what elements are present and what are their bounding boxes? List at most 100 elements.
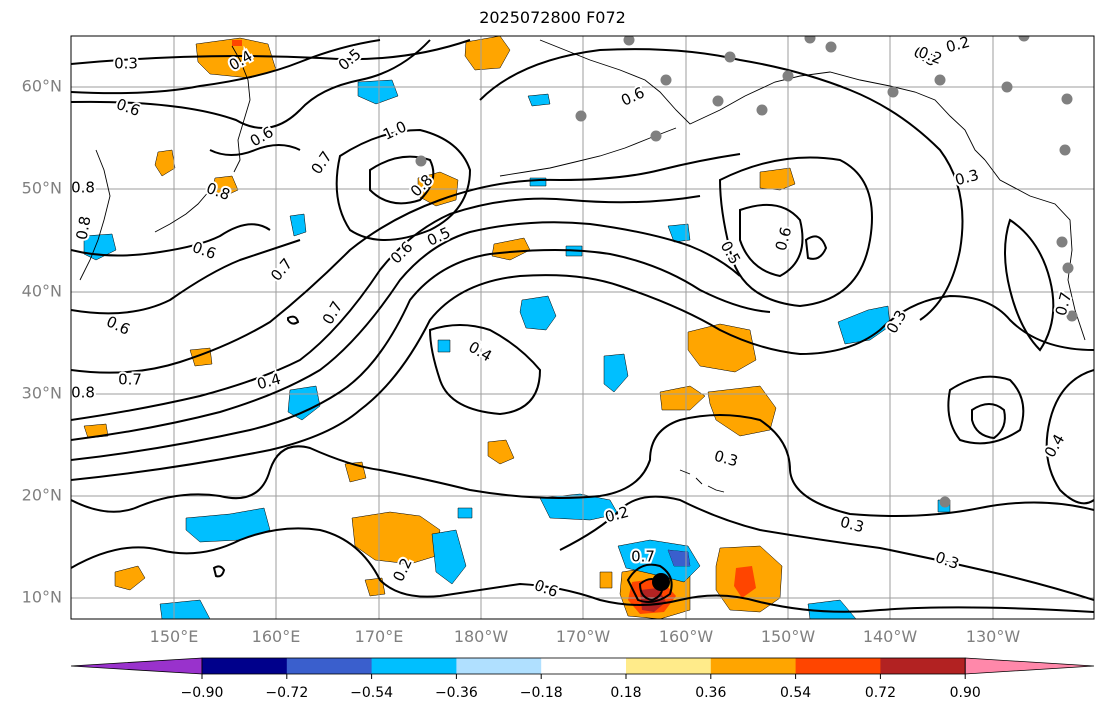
contour-label: 0.5 [424,223,453,249]
lat-tick-label: 60°N [22,77,62,96]
shade-orange-10 [659,385,706,411]
contour-line-12 [428,324,542,416]
contour-label: 0.3 [114,55,138,73]
contour-line-5 [71,223,271,257]
shade-blue-10 [603,353,629,393]
colorbar-segment [880,658,966,674]
station-dot [1001,81,1013,93]
colorbar-extend-high [964,657,1095,675]
graticule [71,36,1094,619]
station-dots [415,36,1078,508]
station-dot [724,51,736,63]
station-dot [1056,236,1068,248]
shade-red-2 [734,566,756,598]
contour-line-22 [1045,369,1094,505]
colorbar-tick-label: −0.36 [435,685,478,701]
coast-aleutians [499,127,677,177]
contour-line-3 [71,39,431,129]
colorbar-segment [456,658,542,674]
contour-label: 0.7 [307,148,335,178]
coast-hawaii [679,469,725,493]
shade-blue-5 [667,223,691,243]
station-dot [623,36,635,46]
contour-line-24 [559,495,1094,601]
contour-label: 0.7 [267,255,296,285]
shade-blue-13 [539,493,619,521]
shade-darkblue-2 [668,550,690,566]
colorbar-extend-low [70,657,203,675]
shade-blue-14 [185,507,271,543]
station-dot [1018,36,1030,42]
shade-orange-9 [707,385,777,437]
station-dot [1059,144,1071,156]
shade-blue-9 [837,305,891,345]
station-dot [650,130,662,142]
colorbar-tick-labels: −0.90 −0.72 −0.54 −0.36 −0.18 0.18 0.36 0.54 0.7… [181,685,981,701]
colorbar-tick-label: 0.18 [610,685,641,701]
lon-tick-label: 180°W [454,627,509,646]
lon-tick-label: 170°W [556,627,611,646]
contour-label: 0.8 [71,179,95,197]
contour-label: 0.6 [104,312,133,338]
station-dot [415,155,427,167]
contour-label: 0.3 [712,447,740,471]
colorbar-tick-label: −0.54 [350,685,393,701]
colorbar-tick-label: 0.54 [780,685,811,701]
lon-tick-label: 150°W [761,627,816,646]
contour-line-8 [71,195,701,421]
lon-tick-label: 170°E [355,627,404,646]
contour-line-13 [335,128,472,241]
station-dot [712,95,724,107]
shade-orange-14 [83,423,109,439]
contour-line-15 [718,156,873,308]
coast-japan [79,149,111,281]
contour-line-16 [739,203,804,278]
contour-line-4 [209,144,301,156]
colorbar-segment [626,658,712,674]
station-dot [825,41,837,53]
lat-tick-label: 10°N [22,588,62,607]
contour-label: 0.3 [838,513,866,537]
coast-kuriles [154,189,211,233]
contour-line-26 [626,563,673,603]
shade-blue-18 [159,599,211,619]
contour-label: 0.4 [1041,431,1069,461]
contour-line-29 [287,315,300,325]
contour-line-19 [1004,218,1055,352]
colorbar-tick-label: 0.90 [950,685,981,701]
contours [71,39,1094,613]
lon-tick-label: 150°E [150,627,199,646]
contour-line-17 [804,235,828,260]
contour-line-9 [71,221,741,441]
station-dot [804,36,816,44]
contour-line-7 [71,153,741,374]
lon-tick-label: 140°W [863,627,918,646]
contour-label: 0.6 [114,95,143,120]
station-dot [756,104,768,116]
lon-tick-label: 160°E [252,627,301,646]
colorbar-segment [371,658,457,674]
contour-line-28 [212,565,226,578]
colorbar-outline [201,657,966,675]
shade-blue-19 [807,599,857,619]
shade-blue-2 [527,93,551,107]
contour-label: 0.4 [255,370,283,394]
station-dot [934,74,946,86]
colorbar-tick-label: −0.72 [265,685,308,701]
shade-orange-8 [687,323,757,373]
contour-line-27 [638,578,664,602]
lon-tick-label: 130°W [966,627,1021,646]
map-title: 2025072800 F072 [479,8,626,27]
station-dot [660,74,672,86]
storm-center-marker [652,573,670,591]
shade-blue-11 [437,339,451,353]
contour-label: 1.0 [380,117,409,143]
contour-line-11 [71,274,1094,481]
station-dot [1061,93,1073,105]
latitude-labels: 60°N 50°N 40°N 30°N 20°N 10°N [22,77,62,607]
colorbar-segment [795,658,881,674]
station-dot [782,70,794,82]
contour-label: 0.6 [387,238,417,268]
colorbar-segment [710,658,797,674]
